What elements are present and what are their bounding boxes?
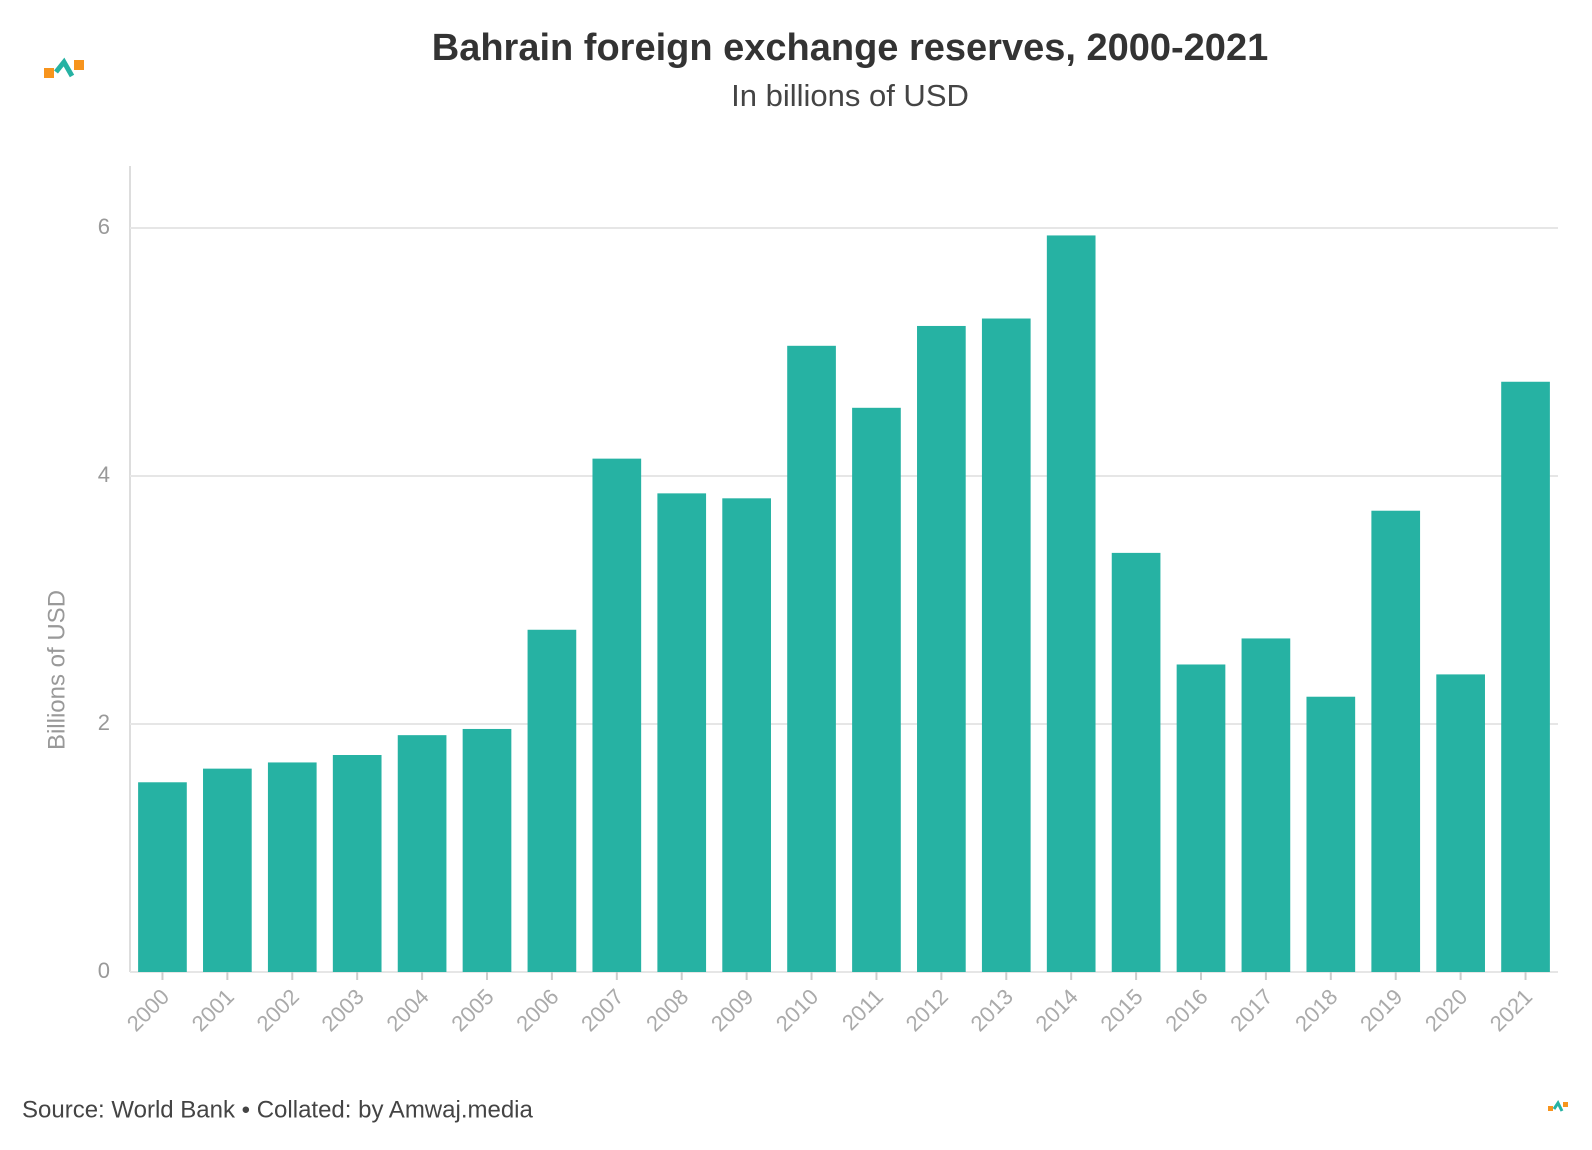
bar [592, 458, 642, 972]
y-axis-label: Billions of USD [43, 590, 70, 750]
bar [852, 407, 901, 972]
bar [397, 735, 447, 972]
bar [462, 728, 512, 972]
logo-small [1548, 1100, 1568, 1112]
source-note: Source: World Bank • Collated: by Amwaj.… [22, 1096, 534, 1123]
chart-subtitle: In billions of USD [731, 78, 969, 113]
bar [1371, 510, 1421, 972]
bar [332, 755, 382, 972]
bar [1306, 696, 1356, 972]
bar [1046, 235, 1096, 972]
bar [203, 768, 252, 972]
y-tick-label: 2 [98, 710, 110, 735]
bar [981, 318, 1031, 972]
chart-title: Bahrain foreign exchange reserves, 2000-… [432, 27, 1268, 69]
bar [1176, 664, 1226, 972]
y-tick-label: 6 [98, 214, 110, 239]
bar [917, 325, 966, 973]
y-tick-label: 4 [98, 462, 110, 487]
bar [267, 762, 317, 972]
bar [1241, 638, 1291, 972]
bar [787, 345, 836, 972]
bar [527, 629, 577, 972]
y-tick-label: 0 [98, 958, 110, 983]
bar [138, 782, 187, 972]
bar [657, 493, 707, 972]
bar [1111, 552, 1161, 972]
bar [1436, 674, 1485, 972]
bar [722, 498, 771, 972]
bar [1501, 381, 1550, 972]
logo [44, 57, 84, 78]
